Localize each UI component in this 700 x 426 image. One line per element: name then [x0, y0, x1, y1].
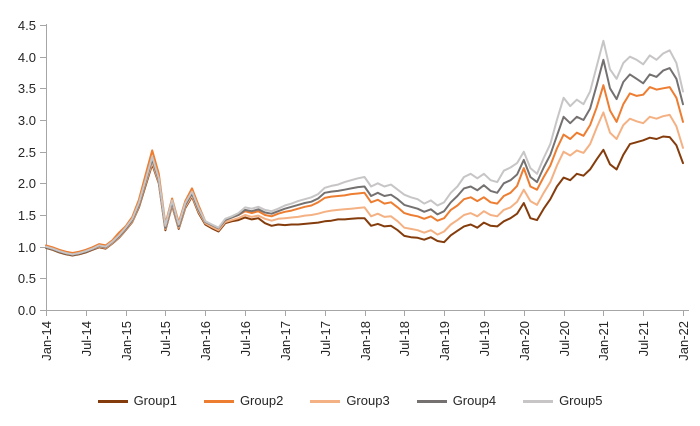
legend-label-group2: Group2: [239, 393, 284, 408]
legend-swatch-group5: [523, 399, 554, 403]
x-axis-tick-label: Jan-15: [119, 321, 134, 361]
x-axis-tick-label: Jan-14: [39, 321, 54, 361]
series-line-group3: [45, 111, 684, 256]
x-axis-tick-label: Jul-15: [158, 321, 173, 356]
legend-item-group2: Group2: [203, 392, 284, 410]
y-axis-tick-label: 3.5: [18, 81, 36, 96]
x-axis-tick-label: Jan-21: [596, 321, 611, 361]
x-axis-tick-label: Jul-14: [79, 321, 94, 356]
legend-item-group4: Group4: [416, 392, 497, 410]
x-axis-tick-label: Jan-17: [278, 321, 293, 361]
y-axis-tick-label: 3.0: [18, 113, 36, 128]
x-axis-tick-label: Jul-17: [318, 321, 333, 356]
legend-swatch-group2: [203, 399, 234, 403]
line-chart: 0.0 0.5 1.0 1.5 2.0 2.5 3.0 3.5 4.0 4.5 Jan-14 Jul-…: [18, 18, 691, 361]
x-axis-tick-label: Jan-19: [437, 321, 452, 361]
x-axis-tick-label: Jul-21: [636, 321, 651, 356]
x-axis-tick-label: Jan-20: [517, 321, 532, 361]
legend-item-group1: Group1: [97, 392, 177, 410]
y-axis-tick-label: 4.5: [18, 18, 36, 33]
series-line-group5: [45, 39, 684, 256]
y-axis-tick-label: 0.5: [18, 271, 36, 286]
y-axis-tick-label: 4.0: [18, 50, 36, 65]
legend-label-group1: Group1: [133, 393, 177, 408]
x-axis-tick-label: Jul-20: [557, 321, 572, 356]
series-line-group4: [45, 58, 684, 256]
x-axis-tick-label: Jan-18: [358, 321, 373, 361]
legend-swatch-group3: [310, 399, 341, 403]
x-axis-tick-label: Jan-16: [198, 321, 213, 361]
legend-label-group5: Group5: [559, 393, 603, 408]
y-axis-tick-label: 0.0: [18, 303, 36, 318]
legend-item-group3: Group3: [310, 392, 390, 410]
legend-label-group4: Group4: [452, 393, 497, 408]
y-axis-tick-label: 1.0: [18, 240, 36, 255]
legend-swatch-group4: [416, 399, 447, 403]
legend-item-group5: Group5: [523, 392, 602, 410]
x-axis-tick-label: Jul-19: [477, 321, 492, 356]
x-axis-tick-label: Jul-18: [397, 321, 412, 356]
y-axis-tick-label: 1.5: [18, 208, 36, 223]
x-axis-tick-label: Jul-16: [238, 321, 253, 356]
legend-label-group3: Group3: [346, 393, 390, 408]
series-line-group2: [45, 84, 684, 254]
legend-swatch-group1: [97, 399, 128, 403]
x-axis-tick-label: Jan-22: [676, 321, 691, 361]
y-axis-tick-label: 2.0: [18, 176, 36, 191]
chart-legend: Group1 Group2 Group3 Group4 Group5: [0, 392, 700, 410]
y-axis-tick-label: 2.5: [18, 145, 36, 160]
